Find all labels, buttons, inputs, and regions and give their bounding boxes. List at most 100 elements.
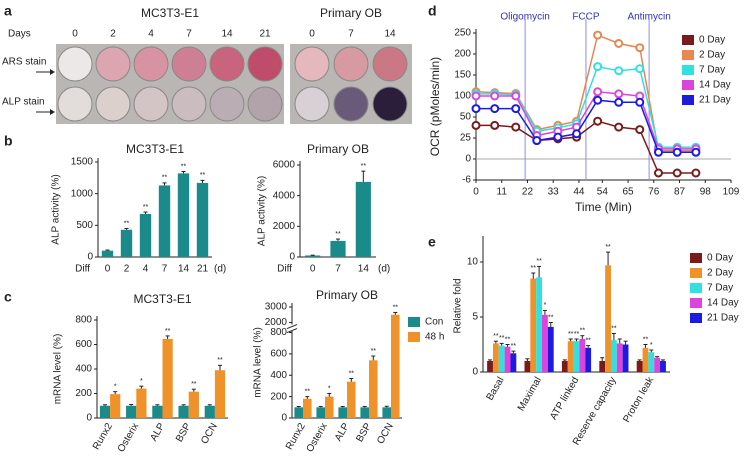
y-tick-label: 25 [460,133,472,144]
axis-break [286,324,298,329]
well [171,46,207,82]
bar [567,341,574,372]
panel-label: c [4,289,12,305]
significance: ** [511,343,517,350]
bar [616,343,623,372]
legend-label: 2 Day [699,50,725,61]
x-axis-label: Time (Min) [575,200,632,214]
well [333,86,369,122]
point [614,66,624,76]
well [171,86,207,122]
point [490,120,500,130]
significance: * [544,302,547,309]
significance: ** [611,325,617,332]
y-tick-label: 2000 [273,221,296,232]
bar [177,173,190,257]
point [511,104,521,114]
significance: ** [585,337,591,344]
row-label: ARS stain [2,57,46,68]
point [471,91,481,101]
arrow-head [50,109,55,115]
chart-title: MC3T3-E1 [126,142,184,156]
y-tick-label: 400 [75,364,92,375]
well [247,46,283,82]
x-suffix: (d) [378,264,390,275]
day-label: 0 [72,29,78,40]
plate-title: Primary OB [320,6,382,20]
bar [382,407,391,418]
y-tick-label: 500 [76,220,93,231]
legend-swatch [690,253,702,263]
x-tick-label: 22 [522,187,534,198]
significance: ** [643,336,649,343]
significance: ** [305,388,311,395]
bar [369,360,378,418]
point [490,104,500,114]
bar [561,361,568,372]
point [593,62,603,72]
bar [391,314,400,418]
significance: ** [143,204,149,211]
x-tick-label: 4 [143,264,149,275]
x-tick-label: 7 [335,264,341,275]
significance: ** [605,244,611,251]
y-tick-label: 200 [454,49,471,60]
bar [330,240,346,257]
y-tick-label: 600 [75,339,92,350]
well [209,46,245,82]
bar [530,278,537,372]
y-axis-label: mRNA level (%) [53,334,64,405]
bar [360,407,369,418]
bar [622,344,629,372]
bar [136,388,147,418]
bar [316,407,325,418]
bar [524,361,531,372]
y-tick-label: 100 [454,91,471,102]
significance: * [650,342,653,349]
event-label: Antimycin [627,12,670,23]
y-tick-label: 0 [465,154,471,165]
x-tick-label: 0 [105,264,111,275]
y-tick-label: 200 [75,388,92,399]
significance: ** [217,357,223,364]
legend-label: 48 h [425,332,444,343]
bar [610,340,617,372]
well [95,46,131,82]
significance: * [114,384,117,391]
bar [536,277,543,372]
significance: ** [371,348,377,355]
y-tick-label: 400 [270,370,287,381]
legend-label: Con [425,317,443,328]
legend-label: 21 Day [699,95,731,106]
bar [492,343,499,372]
y-tick-label: 1500 [71,157,94,168]
panel-label: b [4,133,13,149]
point [593,95,603,105]
bar [110,394,121,418]
bar [101,250,114,257]
significance: ** [548,314,554,321]
bar [120,229,133,257]
chart-title: MC3T3-E1 [133,292,191,306]
legend-label: 0 Day [707,253,733,264]
day-label: 0 [309,29,315,40]
significance: ** [200,172,206,179]
day-label: 4 [148,29,154,40]
point [635,125,645,135]
x-tick-label: 44 [573,187,585,198]
point [635,97,645,107]
y-tick-label: -6 [462,175,471,186]
bar [355,181,371,257]
bar [573,341,580,372]
bar [162,338,173,418]
legend-swatch [682,35,694,45]
y-tick-label: 250 [454,28,471,39]
point [593,116,603,126]
event-label: FCCP [572,12,600,23]
bar [585,347,592,372]
bar [188,391,199,418]
chart-title: Primary OB [316,288,378,302]
y-tick-label: 6000 [273,160,296,171]
